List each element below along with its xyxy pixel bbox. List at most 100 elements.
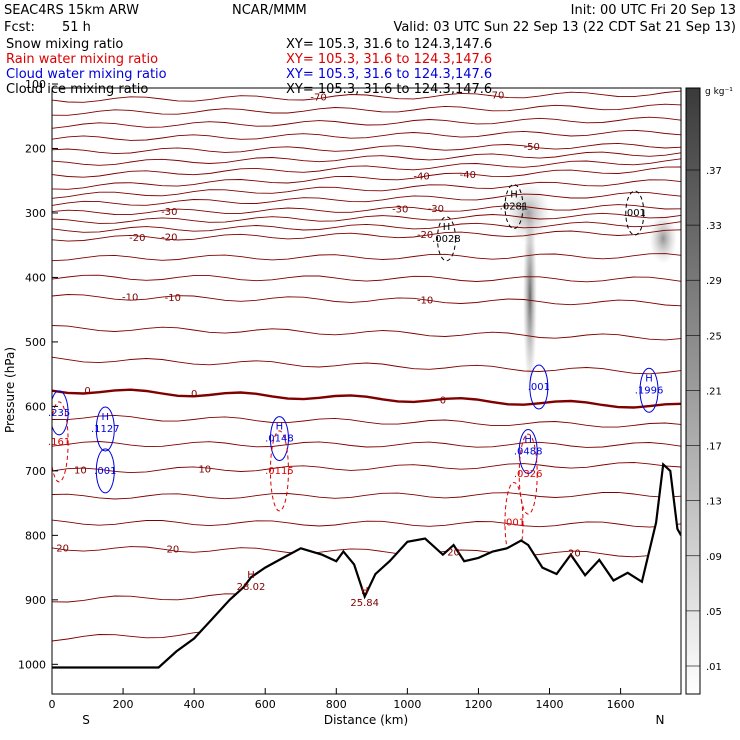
maximum-marker: H bbox=[361, 586, 369, 597]
isotherm-line bbox=[52, 212, 681, 224]
isotherm-line bbox=[52, 151, 681, 166]
isotherm-line bbox=[52, 179, 681, 199]
colorbar-tick-label: .29 bbox=[706, 276, 722, 287]
maximum-marker: H bbox=[102, 412, 110, 423]
init-time: Init: 00 UTC Fri 20 Sep 13 bbox=[571, 3, 736, 18]
isotherm-label: -20 bbox=[129, 233, 145, 244]
isotherm-line bbox=[52, 356, 681, 375]
y-tick-label: 200 bbox=[25, 142, 46, 155]
mixing-ratio-contours bbox=[52, 184, 659, 563]
cloud-contour bbox=[529, 364, 549, 410]
isotherm-label: -30 bbox=[428, 204, 444, 215]
field-ice-name: Cloud ice mixing ratio bbox=[6, 82, 148, 97]
maximum-value: .001 bbox=[528, 382, 550, 393]
colorbar-tick-label: .37 bbox=[706, 166, 722, 177]
maximum-value: .0115 bbox=[265, 466, 294, 477]
x-tick-label: 1200 bbox=[464, 698, 492, 711]
maximum-marker: H bbox=[443, 222, 451, 233]
y-axis-label: Pressure (hPa) bbox=[3, 347, 17, 433]
x-tick-label: 1000 bbox=[393, 698, 421, 711]
isotherm-label: -40 bbox=[460, 170, 476, 181]
temperature-contours bbox=[52, 90, 681, 642]
snow-ice-shading bbox=[506, 182, 678, 392]
isotherm-line bbox=[52, 325, 681, 341]
isotherm-line bbox=[52, 441, 681, 448]
isotherm-line bbox=[52, 274, 681, 283]
maximum-marker: H bbox=[276, 422, 284, 433]
isotherm-line bbox=[52, 103, 681, 116]
field-cloud-xy: XY= 105.3, 31.6 to 124.3,147.6 bbox=[286, 67, 492, 82]
cloud-contour bbox=[95, 448, 115, 494]
colorbar-tick-label: .01 bbox=[706, 662, 722, 673]
maximum-value: 28.02 bbox=[237, 582, 266, 593]
isotherm-label: -50 bbox=[524, 142, 540, 153]
isotherm--70 bbox=[52, 90, 681, 103]
x-axis-label: Distance (km) bbox=[324, 713, 408, 727]
isotherm-label: -20 bbox=[417, 230, 433, 241]
colorbar-unit: g kg⁻¹ bbox=[705, 87, 733, 97]
isotherm-line bbox=[52, 491, 681, 500]
maximum-value: .001 bbox=[503, 517, 525, 528]
colorbar-gradient bbox=[685, 87, 701, 695]
field-snow-xy: XY= 105.3, 31.6 to 124.3,147.6 bbox=[286, 37, 492, 52]
isotherm-label: -70 bbox=[310, 92, 326, 103]
isotherm-line bbox=[52, 414, 681, 428]
x-tick-label: 0 bbox=[49, 698, 56, 711]
maximum-marker: H bbox=[524, 435, 532, 446]
maximum-value: .1127 bbox=[91, 424, 120, 435]
x-tick-label: 1400 bbox=[536, 698, 564, 711]
isotherm-label: -70 bbox=[488, 91, 504, 102]
y-axis: 100 200 300 400 500 600 700 800 900 1000 bbox=[18, 78, 58, 671]
isotherm--40 bbox=[52, 166, 681, 190]
isotherm-line bbox=[52, 519, 681, 528]
y-tick-label: 700 bbox=[25, 465, 46, 478]
y-tick-label: 100 bbox=[25, 78, 46, 91]
field-ice-xy: XY= 105.3, 31.6 to 124.3,147.6 bbox=[286, 82, 492, 97]
isotherm-line bbox=[52, 253, 681, 262]
colorbar-tick-label: .33 bbox=[706, 221, 722, 232]
y-tick-label: 800 bbox=[25, 529, 46, 542]
isotherm-line bbox=[52, 129, 681, 141]
maximum-marker: H bbox=[247, 570, 255, 581]
cloud-contour bbox=[269, 416, 289, 462]
colorbar-tick-label: .21 bbox=[706, 386, 722, 397]
x-tick-label: 200 bbox=[113, 698, 134, 711]
x-tick-label: 600 bbox=[255, 698, 276, 711]
maximum-value: .0281 bbox=[500, 202, 529, 213]
isotherm--30 bbox=[52, 204, 681, 216]
isotherm-label: -10 bbox=[122, 293, 138, 304]
colorbar-tick-label: .25 bbox=[706, 331, 722, 342]
header: SEAC4RS 15km ARW NCAR/MMM Init: 00 UTC F… bbox=[4, 3, 736, 97]
isotherm-line bbox=[52, 158, 681, 178]
model-title: SEAC4RS 15km ARW bbox=[4, 3, 139, 18]
colorbar-tick-label: .17 bbox=[706, 442, 722, 453]
valid-time: Valid: 03 UTC Sun 22 Sep 13 (22 CDT Sat … bbox=[393, 20, 736, 35]
rain-contour bbox=[52, 401, 69, 483]
forecast-label: Fcst: bbox=[4, 20, 35, 35]
cloud-contour bbox=[95, 406, 115, 452]
maximum-value: .235 bbox=[48, 408, 70, 419]
maximum-value: 25.84 bbox=[350, 598, 379, 609]
contour-labels: -70 -70 -50 -40 -40 -30 -30 -30 -20 -20 -20 -10 -10 -… bbox=[48, 91, 663, 609]
isotherm-label: -30 bbox=[161, 207, 177, 218]
y-tick-label: 400 bbox=[25, 271, 46, 284]
isotherm-0 bbox=[52, 388, 681, 409]
north-endpoint-label: N bbox=[656, 713, 665, 727]
rain-contour bbox=[518, 433, 538, 515]
isotherm-label: 20 bbox=[56, 543, 69, 554]
colorbar: .01 .05 .09 .13 .17 .21 .25 .29 .33 .37 bbox=[685, 87, 722, 695]
isotherm-label: 20 bbox=[166, 544, 179, 555]
y-tick-label: 1000 bbox=[18, 658, 46, 671]
snow-anvil-shade bbox=[506, 182, 551, 243]
maximum-value: .1996 bbox=[635, 385, 664, 396]
x-tick-label: 1600 bbox=[607, 698, 635, 711]
maximum-value: .0326 bbox=[514, 469, 543, 480]
field-rain-xy: XY= 105.3, 31.6 to 124.3,147.6 bbox=[286, 52, 492, 67]
cloud-contour bbox=[639, 367, 659, 413]
isotherm-20 bbox=[52, 546, 681, 558]
isotherm-label: -10 bbox=[165, 293, 181, 304]
field-snow-name: Snow mixing ratio bbox=[6, 37, 123, 52]
rain-contour bbox=[269, 430, 289, 512]
terrain-fill bbox=[52, 464, 681, 694]
maximum-marker: H bbox=[645, 373, 653, 384]
